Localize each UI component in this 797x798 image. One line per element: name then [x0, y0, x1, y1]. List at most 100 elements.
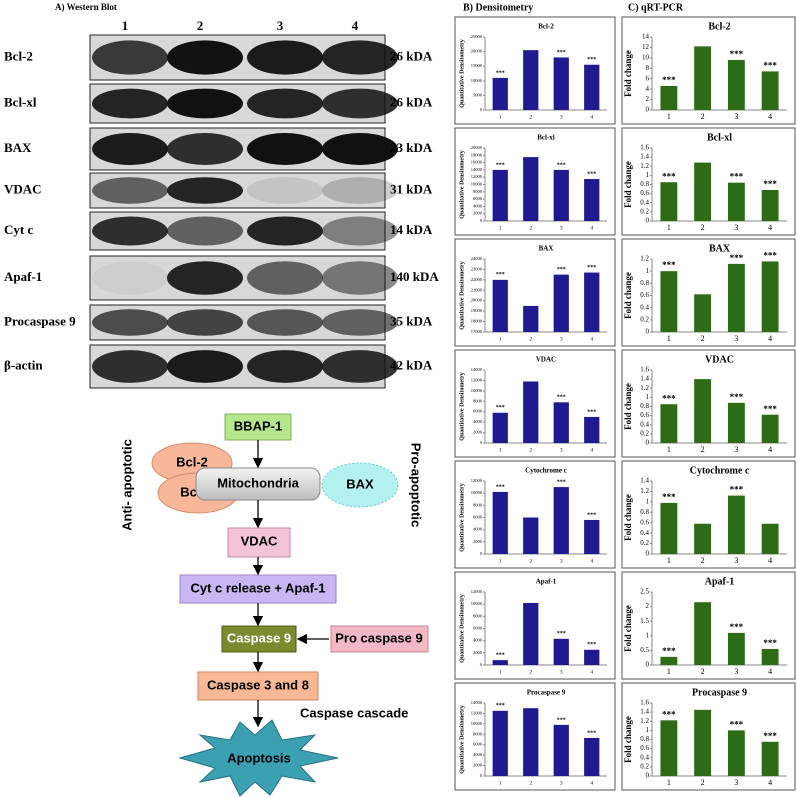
- x-tick-label: 3: [734, 556, 738, 565]
- y-tick-label: 4000: [473, 419, 483, 424]
- bar: [584, 649, 600, 665]
- y-tick-label: 1.6: [640, 366, 649, 374]
- western-blot: A) Western Blot 1 2 3 4 Bcl-2 26 kDA Bcl-xl 26 …: [4, 2, 439, 389]
- blot-band: [247, 177, 323, 204]
- significance-label: ***: [587, 57, 596, 63]
- significance-label: ***: [662, 171, 676, 181]
- y-tick-label: 14: [642, 33, 650, 41]
- y-tick-label: 0.2: [640, 207, 649, 215]
- x-tick-label: 4: [768, 445, 772, 454]
- protein-label: Bcl-2: [4, 48, 33, 63]
- y-tick-label: 8000: [473, 731, 483, 736]
- x-tick-label: 3: [560, 336, 563, 342]
- y-tick-label: 12: [642, 43, 650, 51]
- x-tick-label: 1: [499, 669, 502, 675]
- node-box: [227, 527, 291, 558]
- significance-label: ***: [496, 272, 505, 278]
- node-box: [197, 671, 319, 701]
- blot-band: [92, 88, 168, 119]
- x-tick-label: 1: [499, 780, 502, 786]
- x-tick-label: 1: [667, 778, 671, 787]
- significance-label: ***: [763, 250, 777, 260]
- y-tick-label: 0.6: [640, 518, 649, 526]
- bar: [694, 709, 712, 776]
- blot-band: [322, 309, 398, 336]
- y-tick-label: 23000: [471, 266, 483, 271]
- chart-title: Apaf-1: [536, 578, 557, 586]
- lane-label: 2: [197, 18, 204, 33]
- significance-label: ***: [662, 260, 676, 270]
- blot-band: [247, 216, 323, 246]
- bar: [553, 487, 569, 554]
- significance-label: ***: [557, 717, 566, 723]
- x-tick-label: 3: [560, 225, 563, 231]
- y-tick-label: 2: [646, 602, 650, 610]
- chart-title: Cytochrome c: [525, 467, 567, 475]
- y-tick-label: 1: [646, 631, 650, 639]
- bar: [584, 179, 600, 221]
- significance-label: ***: [496, 653, 505, 659]
- x-tick-label: 3: [734, 778, 738, 787]
- blot-band: [92, 350, 168, 383]
- blot-band: [167, 309, 243, 336]
- protein-label: Procaspase 9: [4, 313, 76, 328]
- blot-band: [322, 40, 398, 75]
- y-axis-label: Quantitative Densitometry: [459, 150, 465, 219]
- y-tick-label: 0.6: [640, 411, 649, 419]
- y-tick-label: 0: [480, 107, 483, 112]
- bar: [694, 523, 712, 554]
- y-tick-label: 4000: [473, 203, 483, 208]
- x-tick-label: 2: [701, 778, 705, 787]
- blot-band: [247, 309, 323, 336]
- x-tick-label: 1: [499, 114, 502, 120]
- y-tick-label: 12000: [471, 377, 483, 382]
- anti-label: Anti- apoptotic: [119, 439, 134, 531]
- bar: [584, 64, 600, 110]
- y-tick-label: 1.2: [640, 717, 649, 725]
- x-tick-label: 1: [667, 445, 671, 454]
- blot-band: [322, 216, 398, 246]
- significance-label: ***: [557, 162, 566, 168]
- x-tick-label: 2: [701, 223, 705, 232]
- significance-label: ***: [730, 253, 744, 263]
- bar: [761, 189, 779, 221]
- y-tick-label: 12000: [471, 174, 483, 179]
- significance-label: ***: [763, 731, 777, 741]
- significance-label: ***: [587, 730, 596, 736]
- significance-label: ***: [662, 75, 676, 85]
- bar: [553, 638, 569, 665]
- bar: [761, 648, 779, 665]
- node-label: Caspase 9: [227, 630, 291, 645]
- x-tick-label: 1: [499, 447, 502, 453]
- y-tick-label: 0.4: [640, 529, 649, 537]
- bar: [584, 519, 600, 554]
- significance-label: ***: [662, 646, 676, 656]
- blot-band: [322, 261, 398, 295]
- y-tick-label: 1.6: [640, 699, 649, 707]
- x-tick-label: 4: [590, 225, 593, 231]
- x-tick-label: 3: [560, 114, 563, 120]
- bar: [584, 416, 600, 443]
- y-axis-label: Quantitative Densitometry: [459, 483, 465, 552]
- y-tick-label: 20000: [471, 145, 483, 150]
- bar: [523, 305, 539, 332]
- node-label: VDAC: [241, 533, 278, 548]
- y-tick-label: 1.5: [640, 617, 649, 625]
- significance-label: ***: [496, 162, 505, 168]
- blot-band: [247, 261, 323, 295]
- y-tick-label: 6000: [473, 409, 483, 414]
- size-label: 26 kDA: [390, 48, 433, 63]
- y-tick-label: 0: [480, 440, 483, 445]
- protein-label: β-actin: [4, 357, 43, 372]
- node-label: BAX: [346, 476, 374, 491]
- y-tick-label: 2000: [473, 211, 483, 216]
- y-tick-label: 1.2: [640, 384, 649, 392]
- bar: [584, 272, 600, 332]
- significance-label: ***: [557, 631, 566, 637]
- y-tick-label: 0: [646, 550, 650, 558]
- size-label: 14 kDA: [390, 222, 433, 237]
- y-tick-label: 2000: [473, 763, 483, 768]
- y-tick-label: 0.2: [640, 762, 649, 770]
- significance-label: ***: [557, 50, 566, 56]
